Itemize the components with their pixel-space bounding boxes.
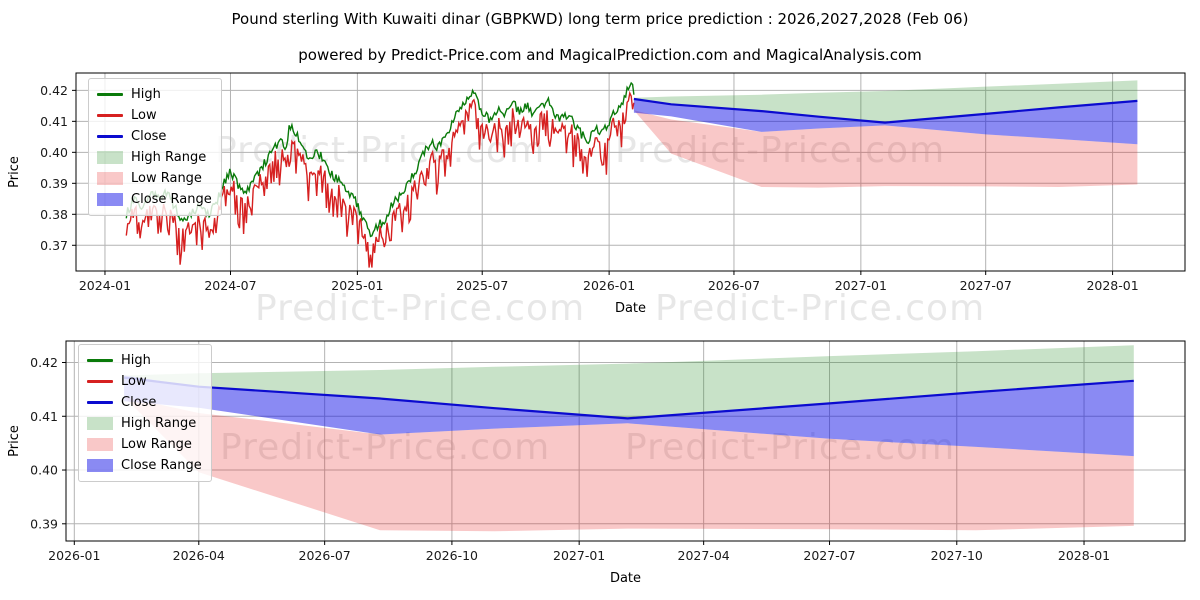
legend-patch-swatch: [97, 193, 123, 206]
legend-item-high-range: High Range: [97, 147, 212, 168]
legend-item-high: High: [97, 84, 212, 105]
x-tick-label: 2025-01: [331, 278, 383, 293]
x-tick-label: 2027-04: [678, 548, 730, 563]
chart-subtitle: powered by Predict-Price.com and Magical…: [298, 46, 922, 64]
y-tick-label: 0.42: [30, 355, 58, 370]
high-range-band: [124, 345, 1134, 419]
close-range-band: [124, 375, 1134, 457]
legend-item-low: Low: [87, 371, 202, 392]
y-axis-label: Price: [7, 425, 22, 457]
watermark-text: Predict-Price.com: [220, 427, 550, 468]
x-tick-label: 2026-07: [299, 548, 351, 563]
y-tick-label: 0.37: [40, 238, 68, 253]
figure-title: Pound sterling With Kuwaiti dinar (GBPKW…: [231, 10, 969, 28]
legend-label: Low: [131, 108, 157, 123]
legend-label: Low Range: [131, 171, 202, 186]
legend-patch-swatch: [87, 438, 113, 451]
legend-label: Close: [131, 129, 167, 144]
high-range-band: [633, 80, 1138, 123]
y-tick-label: 0.39: [40, 176, 68, 191]
legend-item-high: High: [87, 350, 202, 371]
close-line: [123, 376, 1134, 420]
y-tick-label: 0.39: [30, 516, 58, 531]
y-tick-label: 0.40: [30, 463, 58, 478]
legend-top-chart: High Low Close High Range Low Range Close Ran…: [88, 78, 222, 216]
x-tick-label: 2028-01: [1058, 548, 1110, 563]
legend-patch-swatch: [97, 151, 123, 164]
low-range-band: [124, 396, 1134, 532]
legend-item-high-range: High Range: [87, 413, 202, 434]
legend-label: Close Range: [121, 458, 202, 473]
y-tick-label: 0.41: [40, 114, 68, 129]
watermark-text: Predict-Price.com: [655, 288, 986, 329]
watermark-text: Predict-Price.com: [615, 130, 945, 171]
watermark-text: Predict-Price.com: [255, 288, 586, 329]
legend-line-swatch: [97, 135, 123, 138]
watermark-text: Predict-Price.com: [625, 427, 955, 468]
x-tick-label: 2027-07: [960, 278, 1012, 293]
x-tick-label: 2026-07: [708, 278, 760, 293]
x-tick-label: 2026-01: [583, 278, 635, 293]
legend-label: Low Range: [121, 437, 192, 452]
x-tick-label: 2024-01: [79, 278, 131, 293]
close-line: [633, 97, 1138, 124]
x-tick-label: 2028-01: [1086, 278, 1138, 293]
legend-line-swatch: [97, 114, 123, 117]
legend-item-low-range: Low Range: [97, 168, 212, 189]
y-tick-label: 0.40: [40, 145, 68, 160]
legend-label: High Range: [121, 416, 197, 431]
legend-label: High Range: [131, 150, 207, 165]
legend-item-close: Close: [87, 392, 202, 413]
x-axis-label: Date: [610, 571, 641, 586]
legend-label: High: [131, 87, 161, 102]
legend-line-swatch: [87, 359, 113, 362]
legend-patch-swatch: [87, 417, 113, 430]
legend-item-close: Close: [97, 126, 212, 147]
x-tick-label: 2027-10: [931, 548, 983, 563]
x-tick-label: 2026-04: [173, 548, 225, 563]
legend-line-swatch: [87, 380, 113, 383]
y-tick-label: 0.42: [40, 83, 68, 98]
x-axis-label: Date: [615, 301, 646, 316]
x-tick-label: 2027-01: [835, 278, 887, 293]
y-tick-label: 0.38: [40, 207, 68, 222]
legend-item-close-range: Close Range: [97, 189, 212, 210]
low-line: [125, 90, 635, 268]
legend-label: Low: [121, 374, 147, 389]
legend-line-swatch: [97, 93, 123, 96]
x-tick-label: 2027-01: [553, 548, 605, 563]
x-tick-label: 2027-07: [803, 548, 855, 563]
axes-spines: [65, 340, 1186, 542]
legend-bottom-chart: High Low Close High Range Low Range Close Ran…: [78, 344, 212, 482]
y-axis-label: Price: [7, 156, 22, 188]
legend-label: High: [121, 353, 151, 368]
legend-line-swatch: [87, 401, 113, 404]
y-tick-label: 0.41: [30, 409, 58, 424]
legend-item-close-range: Close Range: [87, 455, 202, 476]
x-tick-label: 2025-07: [456, 278, 508, 293]
x-tick-label: 2026-01: [48, 548, 100, 563]
legend-item-low: Low: [97, 105, 212, 126]
legend-label: Close Range: [131, 192, 212, 207]
axes-spines: [75, 72, 1186, 272]
close-range-band: [633, 97, 1138, 145]
low-range-band: [633, 110, 1138, 188]
legend-patch-swatch: [97, 172, 123, 185]
legend-item-low-range: Low Range: [87, 434, 202, 455]
x-tick-label: 2024-07: [204, 278, 256, 293]
legend-patch-swatch: [87, 459, 113, 472]
x-tick-label: 2026-10: [426, 548, 478, 563]
legend-label: Close: [121, 395, 157, 410]
